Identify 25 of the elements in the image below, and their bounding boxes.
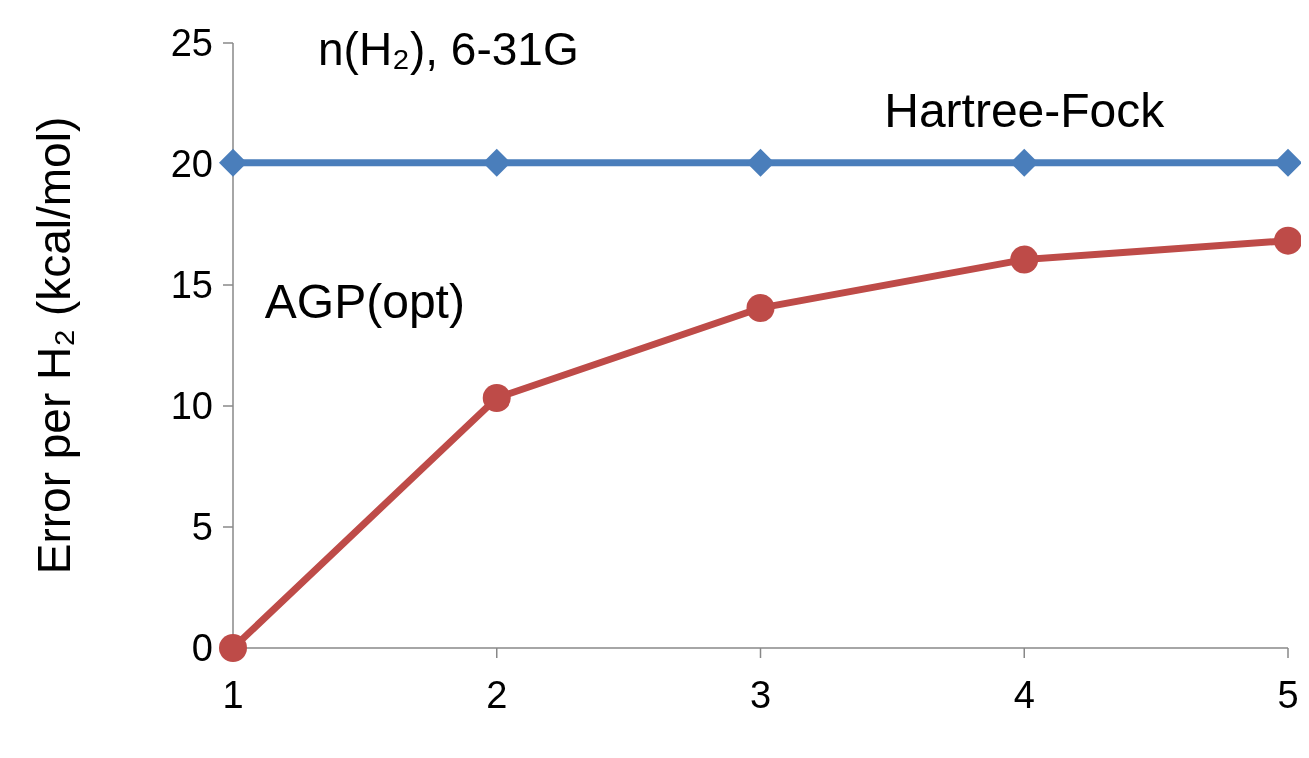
x-tick-label: 5 [1277, 674, 1299, 716]
chart-title: n(H₂), 6-31G [318, 23, 579, 75]
x-tick-label: 4 [1013, 674, 1035, 716]
series-label: AGP(opt) [264, 274, 465, 328]
point [219, 634, 247, 662]
y-axis-title: Error per H₂ (kcal/mol) [28, 116, 80, 575]
point [482, 148, 511, 177]
series-label: Hartree-Fock [884, 83, 1166, 137]
point [746, 293, 775, 322]
point [482, 384, 511, 413]
y-tick-label: 15 [170, 264, 213, 307]
y-tick-label: 25 [170, 22, 213, 65]
point [1010, 245, 1039, 274]
point [1274, 226, 1301, 255]
y-tick-label: 5 [191, 506, 213, 549]
x-tick-label: 2 [486, 674, 508, 716]
x-tick-label: 1 [222, 674, 244, 716]
y-tick-label: 10 [170, 385, 213, 428]
point [1010, 148, 1039, 177]
point [219, 148, 247, 177]
point [1274, 148, 1301, 177]
y-tick-label: 0 [191, 627, 213, 670]
y-tick-label: 20 [170, 143, 213, 186]
point [746, 148, 775, 177]
x-tick-label: 3 [749, 674, 772, 716]
